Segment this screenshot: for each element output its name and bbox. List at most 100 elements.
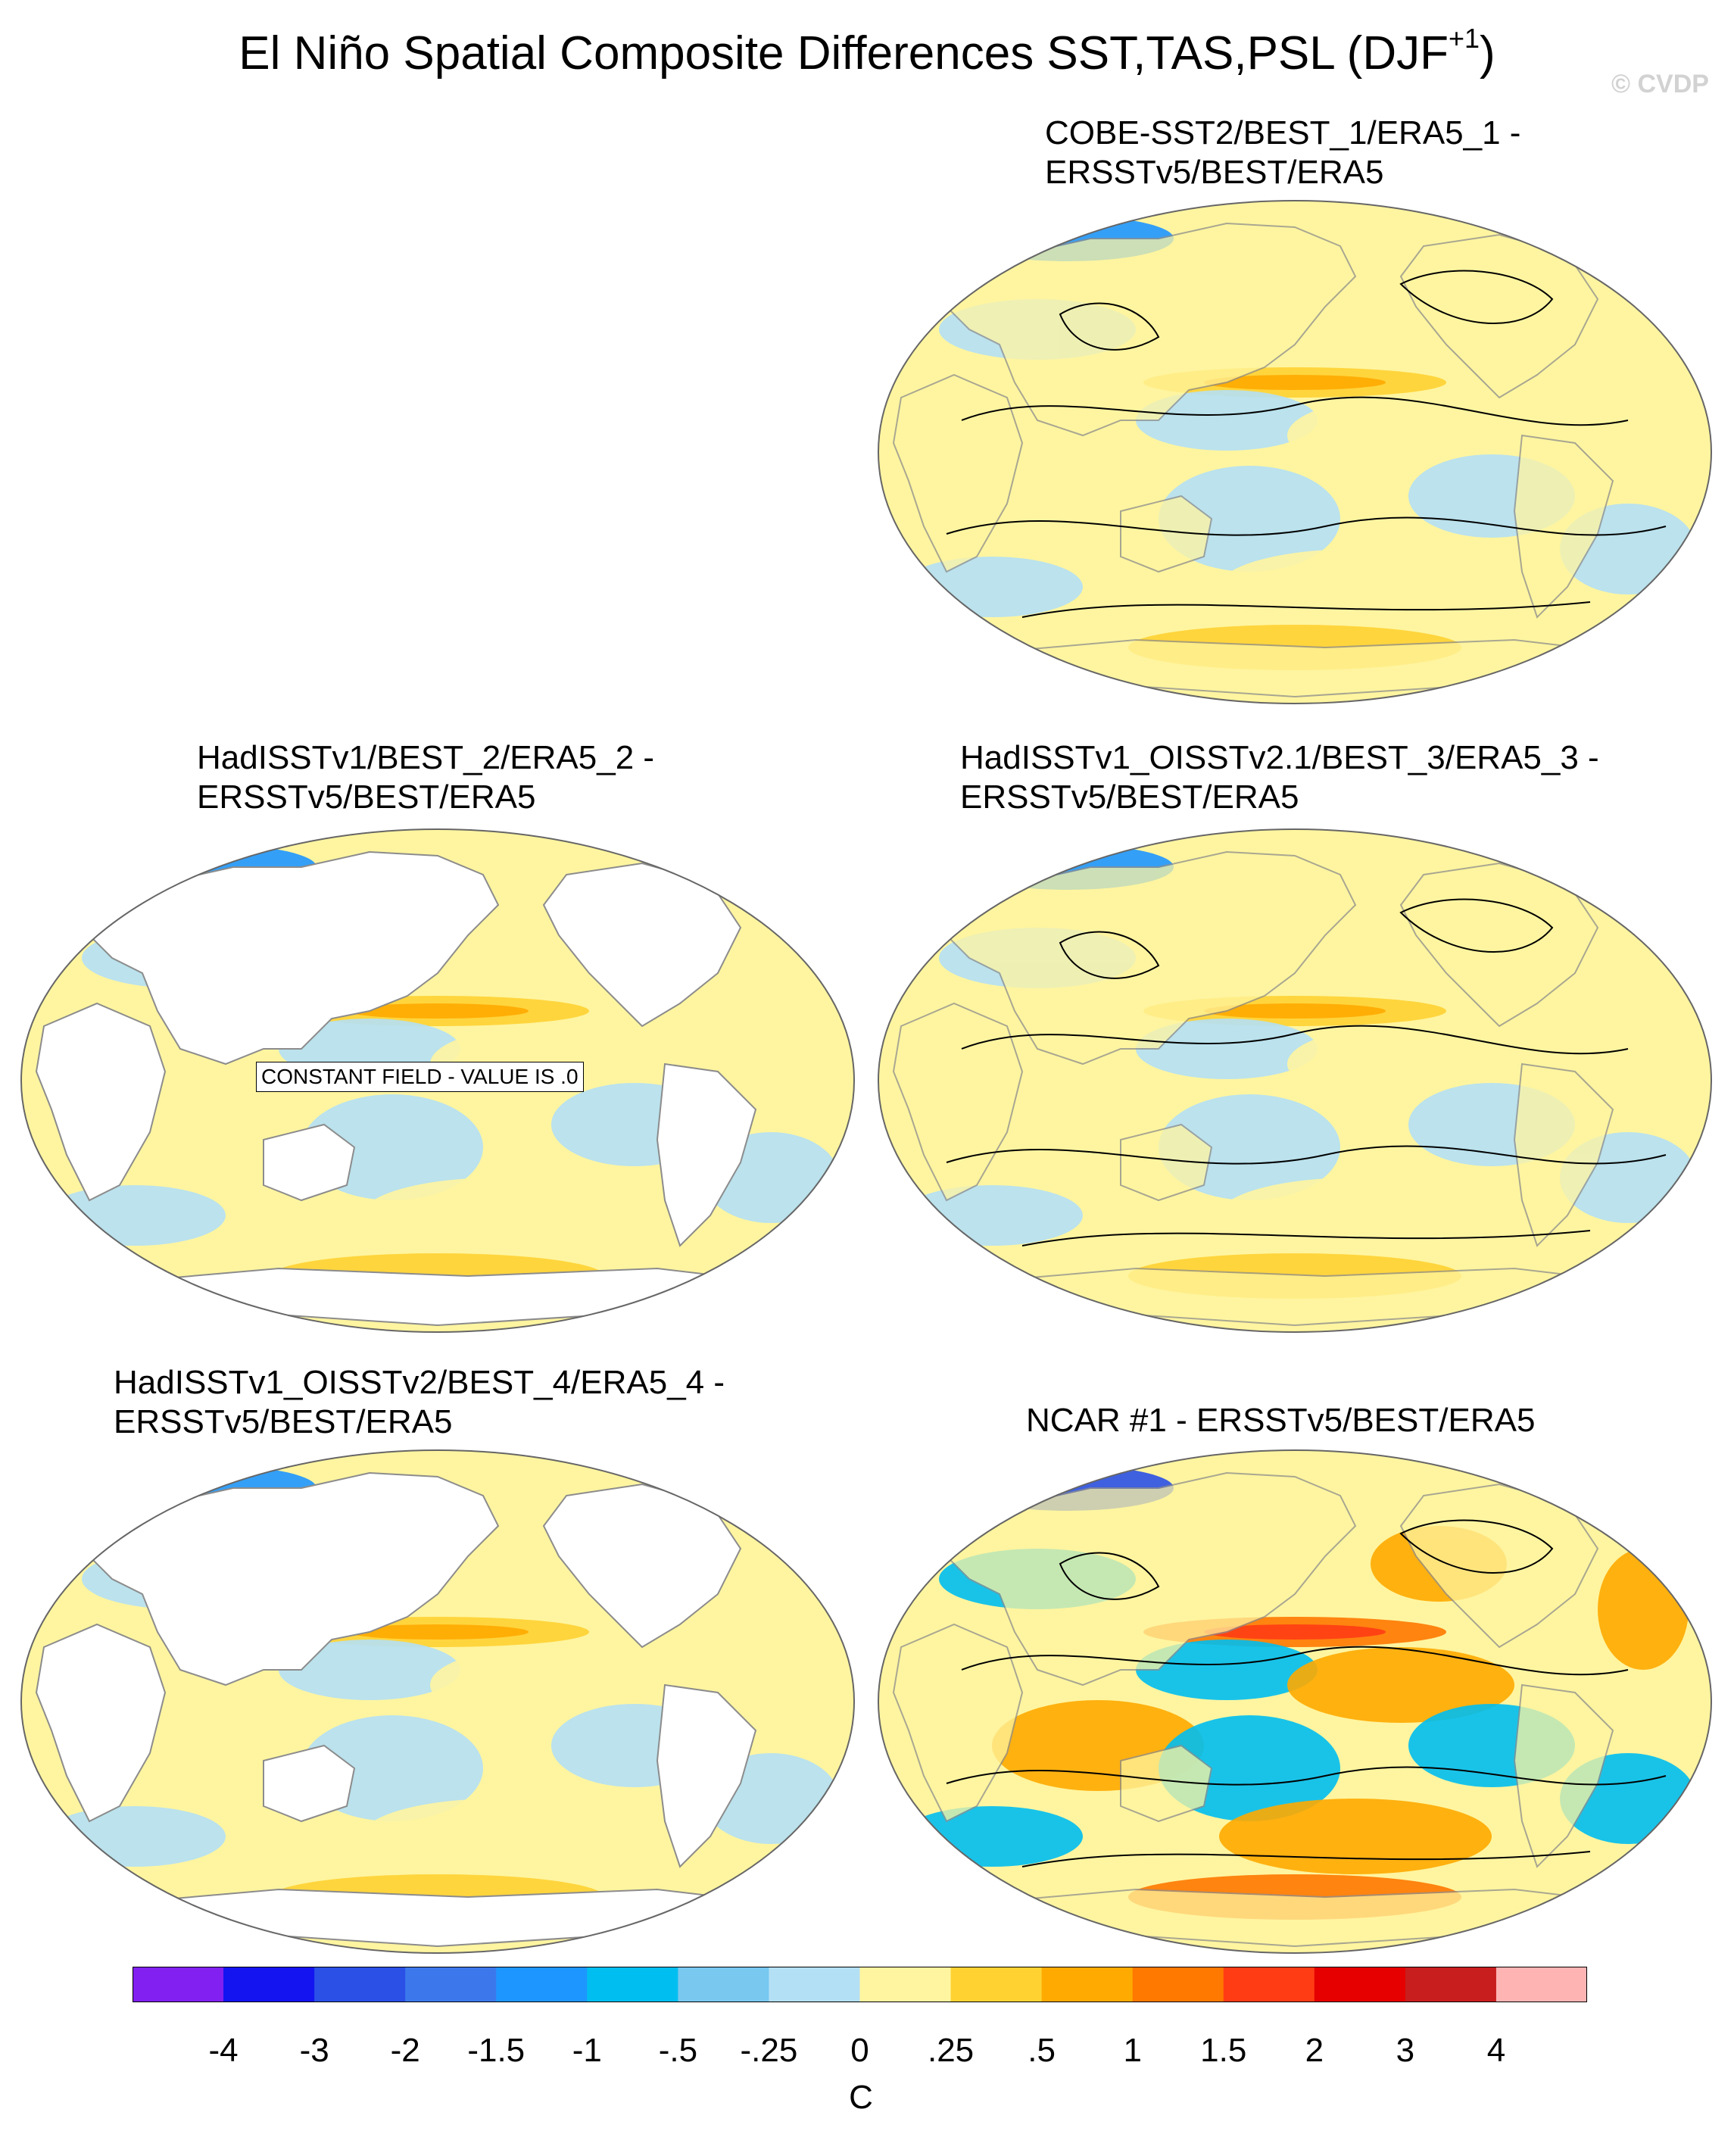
land-mass [263, 1123, 356, 1202]
land-mass [263, 1744, 356, 1823]
psl-contour [1399, 270, 1554, 325]
land-mass [35, 1002, 167, 1202]
colorbar-tick-label: -4 [208, 2032, 239, 2069]
psl-contour [961, 1025, 1629, 1055]
colorbar-tick-label: 4 [1486, 2032, 1506, 2069]
colorbar-swatch [587, 1967, 678, 2002]
colorbar-tick-label: -3 [299, 2032, 329, 2069]
land-mass [1120, 1744, 1213, 1823]
land-mass [716, 847, 795, 899]
psl-contour [1399, 1519, 1554, 1574]
anomaly-patch [1287, 398, 1514, 473]
land-mass [892, 373, 1024, 573]
colorbar-swatch [1132, 1967, 1224, 2002]
psl-contour [1059, 1552, 1160, 1600]
colorbar-tick-label: -.5 [658, 2032, 698, 2069]
anomaly-patch [1598, 1549, 1689, 1670]
anomaly-patch [279, 1640, 460, 1700]
panel-title-hadisst: HadISSTv1/BEST_2/ERA5_2 - ERSSTv5/BEST/E… [197, 739, 655, 816]
psl-contour [1021, 601, 1591, 618]
colorbar-swatch [859, 1967, 952, 2002]
anomaly-patch [347, 1624, 529, 1640]
map-border [20, 828, 856, 1333]
land-mass [101, 1888, 789, 1948]
psl-contour [961, 1646, 1629, 1676]
map-panel-had-oi2 [20, 1449, 856, 1954]
colorbar-swatch [405, 1967, 497, 2002]
land-mass [959, 1267, 1646, 1327]
colorbar-swatch [496, 1967, 588, 2002]
anomaly-patch [1219, 549, 1492, 625]
colorbar-tick-label: .25 [927, 2032, 975, 2069]
colorbar-swatch [1314, 1967, 1406, 2002]
psl-contour [1399, 898, 1554, 953]
colorbar-tick-label: 3 [1396, 2032, 1415, 2069]
land-mass [656, 1683, 757, 1868]
anomaly-patch [1287, 1647, 1514, 1723]
psl-contour [1021, 1230, 1591, 1246]
land-mass [1573, 847, 1652, 899]
panel-title-ncar: NCAR #1 - ERSSTv5/BEST/ERA5 [1026, 1402, 1536, 1439]
psl-contour [946, 516, 1667, 536]
psl-contour [961, 396, 1629, 426]
map-border [877, 1449, 1713, 1954]
anomaly-patch [901, 557, 1083, 617]
anomaly-patch [741, 1488, 831, 1534]
colorbar-swatch [769, 1967, 861, 2002]
panel-title-cobe: COBE-SST2/BEST_1/ERA5_1 - ERSSTv5/BEST/E… [1045, 114, 1521, 191]
anomaly-patch [1136, 1640, 1318, 1700]
panel-title-had-oi21: HadISSTv1_OISSTv2.1/BEST_3/ERA5_3 - ERSS… [960, 739, 1599, 816]
land-mass [101, 1267, 789, 1327]
anomaly-patch [1219, 1799, 1492, 1874]
colorbar-tick-label: -1 [572, 2032, 602, 2069]
colorbar-tick-label: -.25 [740, 2032, 798, 2069]
land-mass [716, 1468, 795, 1520]
colorbar-swatch [950, 1967, 1043, 2002]
psl-contour [1059, 931, 1160, 979]
constant-field-notice: CONSTANT FIELD - VALUE IS .0 [256, 1062, 584, 1092]
colorbar-swatch [133, 1967, 224, 2002]
anomaly-patch [44, 1185, 226, 1246]
anomaly-patch [901, 1806, 1083, 1867]
colorbar-swatch [314, 1967, 406, 2002]
anomaly-patch [1204, 375, 1386, 390]
anomaly-patch [362, 1799, 635, 1874]
map-panel-cobe [877, 200, 1713, 704]
anomaly-patch [1204, 1003, 1386, 1019]
map-border [877, 200, 1713, 704]
map-panel-ncar [877, 1449, 1713, 1954]
colorbar-tick-label: .5 [1028, 2032, 1056, 2069]
colorbar [133, 1967, 1587, 2002]
land-mass [892, 1002, 1024, 1202]
map-border [20, 1449, 856, 1954]
panel-title-had-oi2: HadISSTv1_OISSTv2/BEST_4/ERA5_4 - ERSSTv… [114, 1364, 725, 1440]
land-mass [1573, 1468, 1652, 1520]
colorbar-swatch [223, 1967, 315, 2002]
anomaly-patch [1598, 928, 1689, 1049]
psl-contour [1059, 302, 1160, 351]
land-mass [959, 1888, 1646, 1948]
land-mass [959, 638, 1646, 698]
colorbar-swatch [1041, 1967, 1134, 2002]
anomaly-patch [741, 867, 831, 913]
map-border [877, 828, 1713, 1333]
anomaly-patch [347, 1003, 529, 1019]
land-mass [1573, 218, 1652, 270]
anomaly-patch [1136, 390, 1318, 451]
colorbar-tick-label: 1.5 [1200, 2032, 1247, 2069]
land-mass [1513, 1683, 1614, 1868]
anomaly-patch [741, 928, 831, 1049]
land-mass [35, 1623, 167, 1823]
land-mass [1120, 1123, 1213, 1202]
main-title: El Niño Spatial Composite Differences SS… [239, 23, 1495, 80]
land-mass [892, 1623, 1024, 1823]
anomaly-patch [901, 1185, 1083, 1246]
anomaly-patch [1136, 1019, 1318, 1079]
colorbar-swatch [1223, 1967, 1315, 2002]
map-panel-had-oi21 [877, 828, 1713, 1333]
psl-contour [1021, 1851, 1591, 1867]
colorbar-units: C [849, 2079, 873, 2116]
land-mass [656, 1062, 757, 1247]
land-mass [1120, 495, 1213, 573]
colorbar-swatch [1495, 1967, 1587, 2002]
